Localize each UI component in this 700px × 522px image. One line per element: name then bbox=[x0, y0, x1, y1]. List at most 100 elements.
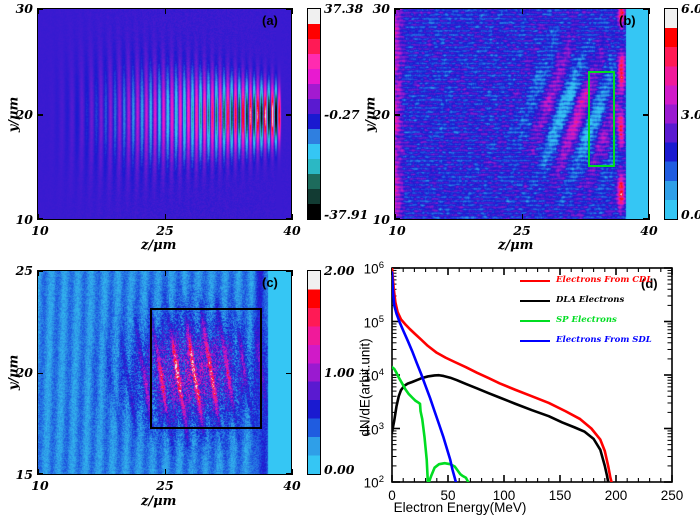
panel-a-xtick-25: 25 bbox=[156, 223, 174, 238]
panel-b-plot-area bbox=[394, 8, 649, 220]
panel-d-series-dla-electrons bbox=[392, 373, 610, 482]
panel-b-cbar-mid: 3.00 bbox=[681, 107, 700, 122]
panel-d-series-sp-electrons bbox=[392, 365, 470, 482]
panel-b-xtick-25: 25 bbox=[513, 223, 531, 238]
legend-label-3: SP Electrons bbox=[556, 315, 617, 325]
y-tick-major bbox=[394, 218, 400, 220]
panel-d-xlabel: Electron Energy(MeV) bbox=[393, 500, 527, 515]
panel-a-label: (a) bbox=[262, 13, 278, 28]
panel-c-ylabel: y/μm bbox=[6, 354, 22, 391]
panel-d-xtick-label: 100 bbox=[492, 488, 516, 503]
panel-c-zoom-region bbox=[150, 308, 262, 429]
panel-d-label: (d) bbox=[641, 276, 658, 291]
panel-b-ytick-10: 10 bbox=[372, 212, 390, 227]
panel-d-xtick-label: 50 bbox=[440, 488, 456, 503]
x-tick-major-top bbox=[291, 8, 293, 14]
x-tick-major-top bbox=[37, 8, 39, 14]
panel-c-colorbar bbox=[307, 270, 321, 475]
panel-c-label: (c) bbox=[262, 275, 278, 290]
x-tick-major bbox=[164, 214, 166, 220]
panel-d-ytick-label: 103 bbox=[363, 420, 384, 437]
y-tick-major-right bbox=[643, 218, 649, 220]
panel-a-xtick-10: 10 bbox=[31, 223, 49, 238]
y-tick-major bbox=[394, 114, 400, 116]
legend-swatch-1 bbox=[520, 280, 550, 283]
y-tick-major-right bbox=[286, 372, 292, 374]
x-tick-major-top bbox=[164, 8, 166, 14]
panel-c-xtick-40: 40 bbox=[283, 478, 301, 493]
panel-b-label: (b) bbox=[619, 13, 636, 28]
panel-a-xlabel: z/μm bbox=[141, 238, 177, 253]
legend-swatch-2 bbox=[520, 300, 550, 303]
x-tick-major-top bbox=[291, 270, 293, 276]
y-tick-major-right bbox=[286, 473, 292, 475]
legend-swatch-3 bbox=[520, 320, 550, 323]
x-tick-major bbox=[291, 469, 293, 475]
panel-a-ytick-20: 20 bbox=[15, 107, 33, 122]
panel-c-xlabel: z/μm bbox=[141, 494, 177, 509]
panel-a-cbar-top: 37.38 bbox=[324, 1, 364, 16]
panel-c-xtick-10: 10 bbox=[31, 478, 49, 493]
panel-b-xtick-40: 40 bbox=[640, 223, 658, 238]
panel-d-ytick-label: 106 bbox=[363, 259, 384, 277]
panel-a-plot-area bbox=[37, 8, 292, 220]
panel-b-ylabel: y/μm bbox=[363, 96, 379, 133]
panel-a-colorbar bbox=[307, 8, 321, 220]
panel-d-ytick-label: 102 bbox=[363, 473, 384, 491]
panel-a-cbar-mid: -0.27 bbox=[324, 107, 360, 122]
legend-label-4: Electrons From SDL bbox=[556, 335, 652, 345]
panel-b-ytick-30: 30 bbox=[372, 1, 390, 16]
x-tick-major-top bbox=[394, 8, 396, 14]
panel-c-xtick-25: 25 bbox=[156, 478, 174, 493]
y-tick-major bbox=[37, 8, 43, 10]
panel-c-cbar-mid: 1.00 bbox=[324, 365, 355, 380]
x-tick-major-top bbox=[37, 270, 39, 276]
panel-a-xtick-40: 40 bbox=[283, 223, 301, 238]
y-tick-major-right bbox=[286, 8, 292, 10]
panel-a-cbar-bottom: -37.91 bbox=[324, 207, 369, 222]
y-tick-major bbox=[37, 372, 43, 374]
panel-d-series-electrons-from-sdl bbox=[392, 271, 458, 482]
panel-c-ytick-25: 25 bbox=[15, 263, 33, 278]
panel-b-cbar-top: 6.00 bbox=[681, 1, 700, 16]
panel-b-cbar-bottom: 0.00 bbox=[681, 207, 700, 222]
panel-d-xtick-label: 200 bbox=[604, 488, 628, 503]
panel-d-ylabel: dN/dE(arbit.unit) bbox=[357, 338, 373, 437]
panel-a-ytick-30: 30 bbox=[15, 1, 33, 16]
x-tick-major-top bbox=[521, 8, 523, 14]
y-tick-major-right bbox=[643, 114, 649, 116]
panel-d-xtick-label: 250 bbox=[660, 488, 684, 503]
x-tick-major-top bbox=[648, 8, 650, 14]
panel-c-cbar-bottom: 0.00 bbox=[324, 462, 355, 477]
y-tick-major bbox=[37, 114, 43, 116]
panel-b-xlabel: z/μm bbox=[498, 238, 534, 253]
panel-d-ytick-label: 104 bbox=[363, 366, 384, 384]
panel-a-ylabel: y/μm bbox=[6, 96, 22, 133]
panel-b-colorbar bbox=[664, 8, 678, 220]
panel-c-cbar-top: 2.00 bbox=[324, 263, 355, 278]
y-tick-major bbox=[37, 218, 43, 220]
panel-d-ytick-label: 105 bbox=[363, 313, 384, 330]
panel-d-xtick-label: 150 bbox=[548, 488, 572, 503]
x-tick-major bbox=[37, 214, 39, 220]
legend-label-2: DLA Electrons bbox=[556, 295, 625, 305]
y-tick-major-right bbox=[286, 114, 292, 116]
x-tick-major bbox=[37, 469, 39, 475]
panel-b-ytick-20: 20 bbox=[372, 107, 390, 122]
panel-d-xtick-label: 0 bbox=[388, 488, 396, 503]
y-tick-major bbox=[37, 270, 43, 272]
panel-a-ytick-10: 10 bbox=[15, 212, 33, 227]
y-tick-major bbox=[37, 473, 43, 475]
y-tick-major bbox=[394, 8, 400, 10]
panel-c-ytick-20: 20 bbox=[15, 365, 33, 380]
legend-label-1: Electrons From CDL bbox=[556, 275, 653, 285]
y-tick-major-right bbox=[286, 218, 292, 220]
panel-c-ytick-15: 15 bbox=[15, 467, 33, 482]
panel-c-plot-area bbox=[37, 270, 292, 475]
y-tick-major-right bbox=[286, 270, 292, 272]
y-tick-major-right bbox=[643, 8, 649, 10]
x-tick-major bbox=[394, 214, 396, 220]
x-tick-major-top bbox=[164, 270, 166, 276]
legend-swatch-4 bbox=[520, 340, 550, 343]
